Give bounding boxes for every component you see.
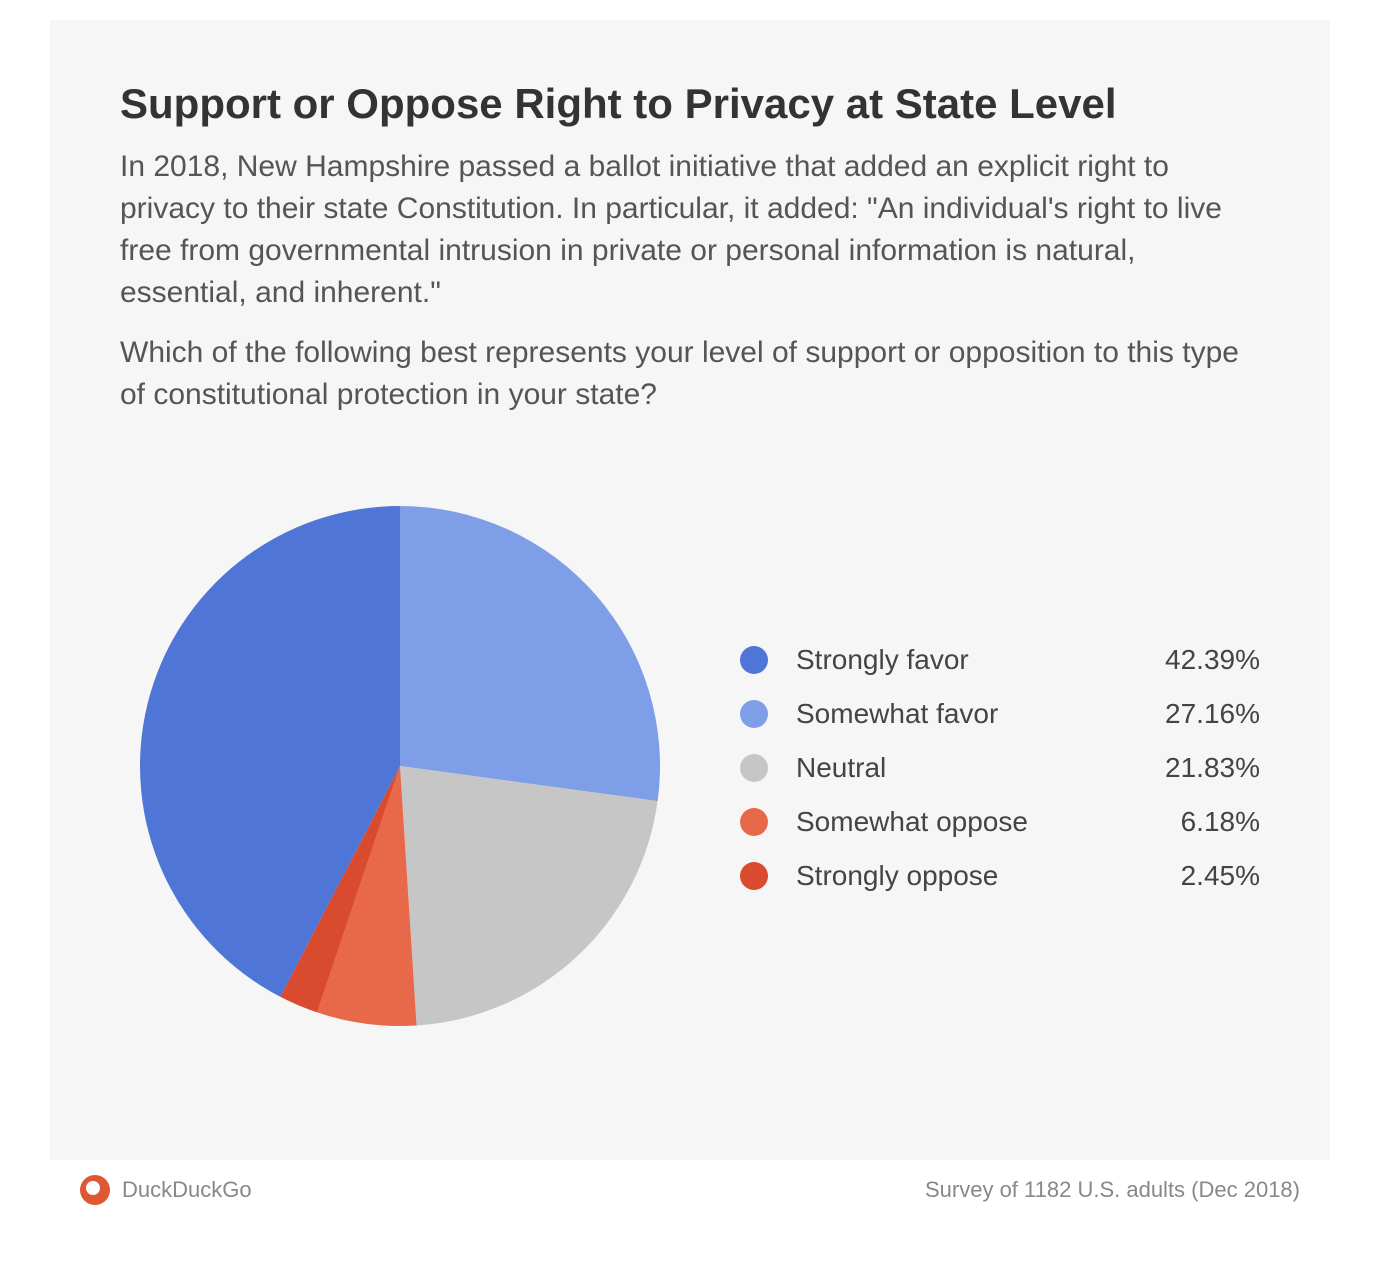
legend-percent: 6.18%	[1140, 806, 1260, 838]
brand: DuckDuckGo	[80, 1175, 252, 1205]
legend-percent: 27.16%	[1140, 698, 1260, 730]
chart-card: Support or Oppose Right to Privacy at St…	[50, 20, 1330, 1160]
legend-label: Strongly favor	[796, 644, 1140, 676]
legend-label: Strongly oppose	[796, 860, 1140, 892]
legend-row: Somewhat oppose6.18%	[740, 806, 1260, 838]
legend-swatch-icon	[740, 646, 768, 674]
pie-chart	[120, 486, 680, 1051]
chart-title: Support or Oppose Right to Privacy at St…	[120, 80, 1260, 128]
legend-percent: 21.83%	[1140, 752, 1260, 784]
legend-row: Neutral21.83%	[740, 752, 1260, 784]
legend-label: Somewhat favor	[796, 698, 1140, 730]
legend-row: Strongly oppose2.45%	[740, 860, 1260, 892]
legend-percent: 42.39%	[1140, 644, 1260, 676]
legend-swatch-icon	[740, 862, 768, 890]
duckduckgo-logo-icon	[80, 1175, 110, 1205]
chart-area: Strongly favor42.39%Somewhat favor27.16%…	[120, 486, 1260, 1051]
legend-row: Strongly favor42.39%	[740, 644, 1260, 676]
chart-description-1: In 2018, New Hampshire passed a ballot i…	[120, 146, 1260, 314]
legend-swatch-icon	[740, 754, 768, 782]
legend-row: Somewhat favor27.16%	[740, 698, 1260, 730]
pie-slice	[400, 766, 658, 1025]
legend: Strongly favor42.39%Somewhat favor27.16%…	[680, 624, 1260, 914]
survey-note: Survey of 1182 U.S. adults (Dec 2018)	[925, 1177, 1300, 1203]
footer: DuckDuckGo Survey of 1182 U.S. adults (D…	[50, 1175, 1330, 1205]
chart-description-2: Which of the following best represents y…	[120, 332, 1260, 416]
legend-label: Somewhat oppose	[796, 806, 1140, 838]
brand-name: DuckDuckGo	[122, 1177, 252, 1203]
legend-swatch-icon	[740, 808, 768, 836]
legend-label: Neutral	[796, 752, 1140, 784]
legend-swatch-icon	[740, 700, 768, 728]
legend-percent: 2.45%	[1140, 860, 1260, 892]
pie-slice	[400, 506, 660, 801]
